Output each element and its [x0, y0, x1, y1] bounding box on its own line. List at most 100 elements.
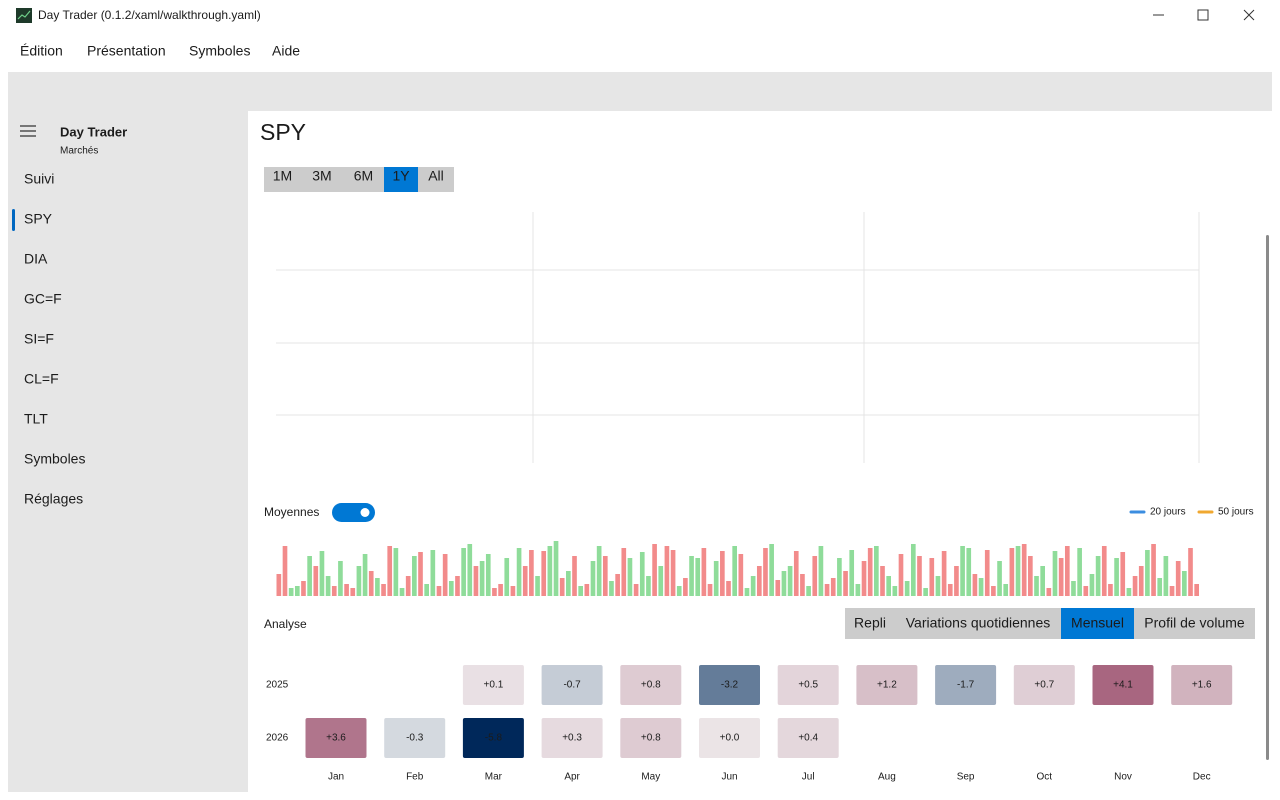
volume-bar: [1145, 550, 1150, 596]
price-chart: [276, 212, 1200, 463]
volume-bar: [504, 558, 510, 596]
volume-bar: [720, 551, 725, 596]
range-button[interactable]: 1Y: [392, 168, 410, 184]
legend-label: 50 jours: [1218, 507, 1254, 518]
volume-bar: [966, 548, 972, 596]
menu-item[interactable]: Aide: [272, 43, 300, 59]
volume-bar: [744, 588, 750, 596]
volume-bar: [904, 581, 910, 596]
heatmap-cell: [856, 665, 918, 705]
heatmap-label: +0.8: [641, 680, 661, 691]
month-label: May: [641, 772, 660, 783]
range-button[interactable]: All: [428, 168, 444, 184]
maximize-button[interactable]: [1197, 9, 1209, 21]
heatmap-cell: [777, 718, 839, 758]
volume-bar: [621, 548, 627, 596]
volume-bar: [424, 584, 429, 596]
volume-bar: [1151, 544, 1156, 596]
month-label: Mar: [485, 772, 503, 783]
app-name: Day Trader: [60, 124, 127, 139]
volume-bar: [947, 584, 953, 596]
menu-item[interactable]: Édition: [20, 43, 63, 59]
nav-item[interactable]: CL=F: [24, 371, 59, 387]
hamburger[interactable]: [20, 125, 36, 137]
volume-bar: [319, 551, 325, 596]
volume-bar: [516, 548, 522, 596]
analysis-tab[interactable]: Profil de volume: [1144, 615, 1245, 631]
volume-bar: [726, 581, 731, 596]
volume-bar: [646, 576, 651, 596]
volume-bar: [843, 571, 848, 596]
volume-bar: [313, 566, 319, 596]
volume-bar: [510, 586, 516, 596]
month-label: Dec: [1193, 772, 1211, 783]
heatmap-label: +3.6: [326, 733, 346, 744]
nav-item[interactable]: Suivi: [24, 171, 54, 187]
volume-bar: [1015, 546, 1021, 596]
nav-item[interactable]: GC=F: [24, 291, 62, 307]
volume-bar: [541, 551, 547, 596]
tab-bg: [845, 608, 895, 639]
volume-bar: [867, 548, 873, 596]
volume-bar: [781, 571, 787, 596]
volume-bar: [972, 574, 978, 596]
analysis-tab[interactable]: Variations quotidiennes: [906, 615, 1051, 631]
volume-bar: [1034, 576, 1039, 596]
month-label: Nov: [1114, 772, 1132, 783]
heatmap-cell: [462, 718, 524, 758]
nav-item[interactable]: SPY: [24, 211, 53, 227]
scrollbar[interactable]: [1266, 235, 1269, 760]
volume-bar: [448, 581, 454, 596]
volume-bar: [978, 578, 984, 596]
volume-bar: [602, 556, 608, 596]
analysis-tab[interactable]: Repli: [854, 615, 886, 631]
menu-item[interactable]: Présentation: [87, 43, 166, 59]
volume-bar: [1132, 576, 1138, 596]
menu-item[interactable]: Symboles: [189, 43, 250, 59]
month-label: Oct: [1037, 772, 1053, 783]
analysis-tab[interactable]: Mensuel: [1071, 615, 1124, 631]
averages-toggle[interactable]: [332, 503, 375, 522]
nav-item[interactable]: TLT: [24, 411, 48, 427]
close-button[interactable]: [1243, 9, 1255, 21]
volume-bar: [1101, 546, 1107, 596]
range-button[interactable]: 3M: [312, 168, 331, 184]
volume-bar: [800, 574, 805, 596]
volume-bar: [1058, 558, 1064, 596]
volume-bar: [461, 548, 466, 596]
nav-item[interactable]: DIA: [24, 251, 48, 267]
heatmap-cell: [1013, 665, 1075, 705]
volume-bar: [473, 566, 479, 596]
volume-bar: [1021, 544, 1027, 596]
volume-bar: [1194, 584, 1199, 596]
volume-bar: [991, 586, 996, 596]
heatmap-label: -5.8: [485, 733, 503, 744]
toggle-knob: [360, 508, 370, 517]
volume-bar: [1157, 578, 1163, 596]
volume-bar: [405, 576, 411, 596]
nav-item[interactable]: Symboles: [24, 451, 85, 467]
range-button[interactable]: 1M: [273, 168, 292, 184]
nav-item[interactable]: SI=F: [24, 331, 54, 347]
volume-bar: [984, 550, 990, 596]
volume-bar: [485, 554, 491, 596]
nav-item[interactable]: Réglages: [24, 491, 83, 507]
volume-bar: [910, 544, 916, 596]
volume-bar: [307, 556, 312, 596]
volume-bar: [1163, 556, 1169, 596]
volume-bar: [763, 548, 768, 596]
month-label: Feb: [406, 772, 424, 783]
month-label: Apr: [564, 772, 580, 783]
volume-bar: [559, 578, 565, 596]
range-selector: [264, 167, 454, 192]
heatmap-label: +1.2: [877, 680, 897, 691]
heatmap-label: -1.7: [957, 680, 975, 691]
volume-bar: [584, 584, 590, 596]
heatmap-cell: [1092, 665, 1154, 705]
range-button[interactable]: 6M: [354, 168, 373, 184]
volume-bar: [381, 584, 386, 596]
volume-bar: [892, 586, 898, 596]
volume-bar: [430, 550, 436, 596]
volume-bar: [276, 574, 282, 596]
